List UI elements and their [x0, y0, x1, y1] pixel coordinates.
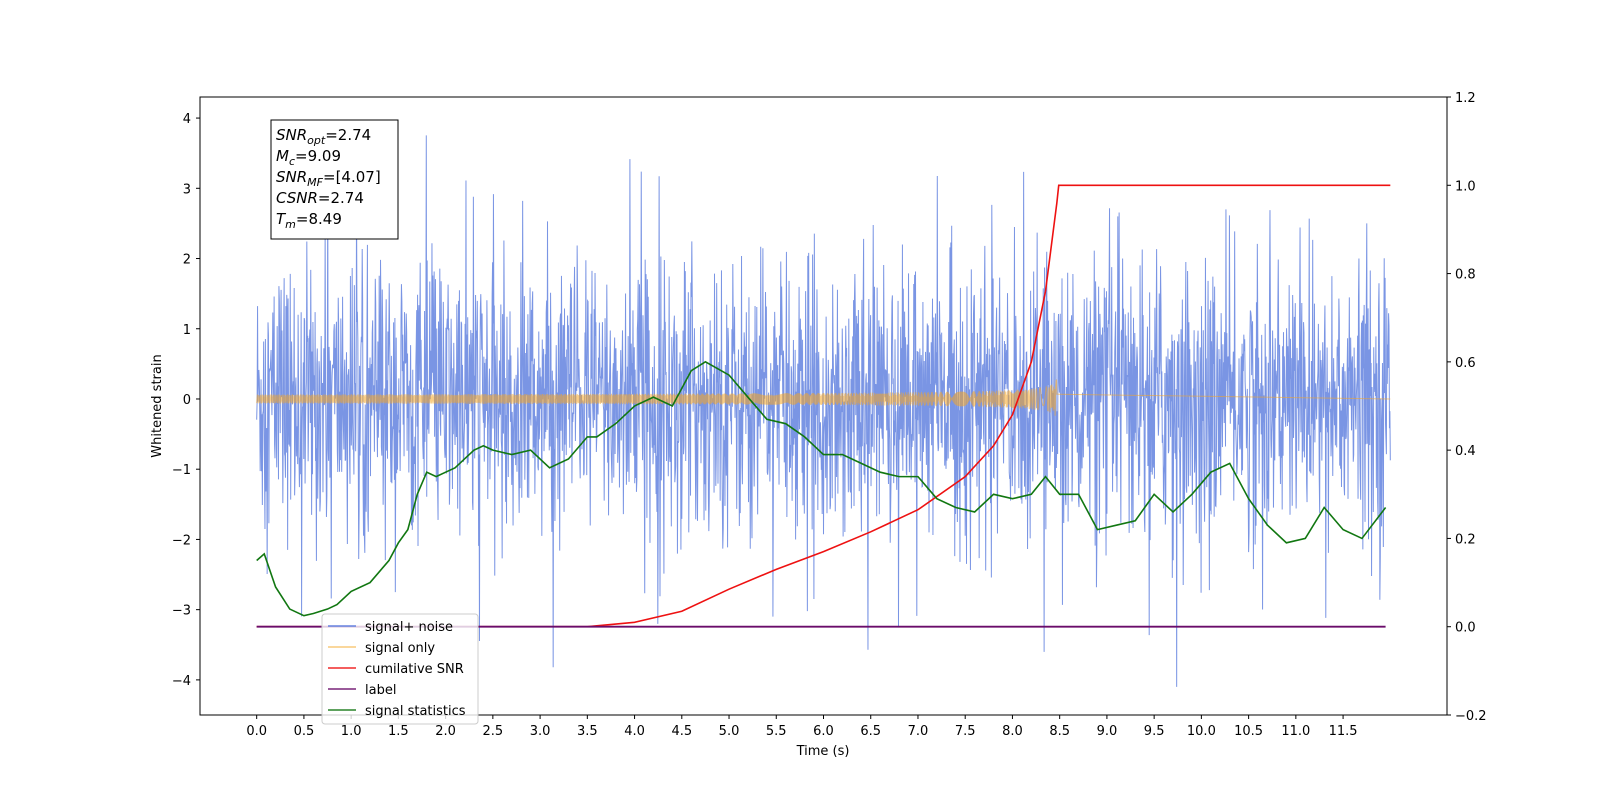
annotation-line: Mc=9.09 [276, 147, 341, 168]
y-tick-label: 3 [183, 182, 191, 197]
y-tick-label: −1 [172, 463, 191, 478]
y-axis-left: 4 3 2 1 0 −1 −2 −3 −4 [172, 112, 200, 689]
x-tick-label: 4.5 [671, 724, 692, 739]
x-tick-label: 8.5 [1049, 724, 1070, 739]
y-tick-label: −3 [172, 604, 191, 619]
y2-tick-label: 0.2 [1455, 532, 1476, 547]
x-tick-label: 3.5 [577, 724, 598, 739]
series-signal-plus-noise [256, 135, 1391, 687]
y-tick-label: −4 [172, 674, 191, 689]
x-tick-label: 10.0 [1187, 724, 1216, 739]
annotation-frame [270, 119, 399, 240]
series-cumilative-snr [256, 184, 1391, 628]
x-axis: 0.0 0.5 1.0 1.5 2.0 2.5 3.0 3.5 4.0 4.5 5.0 5.5 6.0 6… [246, 715, 1358, 739]
x-tick-label: 1.0 [341, 724, 362, 739]
y-axis-right: 1.2 1.0 0.8 0.6 0.4 0.2 0.0 −0.2 [1447, 91, 1487, 724]
legend-label: label [365, 683, 396, 698]
x-tick-label: 6.0 [813, 724, 834, 739]
x-tick-label: 9.5 [1144, 724, 1165, 739]
x-tick-label: 1.5 [388, 724, 409, 739]
x-tick-label: 5.5 [766, 724, 787, 739]
y2-tick-label: 0.6 [1455, 356, 1476, 371]
y2-tick-label: 0.8 [1455, 268, 1476, 283]
legend-label: signal only [365, 641, 435, 656]
y2-tick-label: 0.4 [1455, 444, 1476, 459]
legend-frame [321, 613, 479, 725]
x-tick-label: 9.0 [1097, 724, 1118, 739]
y2-tick-label: 1.2 [1455, 91, 1476, 106]
annotation-line: CSNR=2.74 [276, 189, 364, 207]
y2-tick-label: 0.0 [1455, 621, 1476, 636]
legend-label: cumilative SNR [365, 662, 464, 677]
y-tick-label: 2 [183, 253, 191, 268]
y-tick-label: 1 [183, 323, 191, 338]
x-tick-label: 0.5 [294, 724, 315, 739]
y2-tick-label: 1.0 [1455, 179, 1476, 194]
x-tick-label: 0.0 [246, 724, 267, 739]
y-tick-label: 0 [183, 393, 191, 408]
annotation-line: SNRMF=[4.07] [276, 168, 381, 189]
x-tick-label: 3.0 [530, 724, 551, 739]
x-tick-label: 2.0 [435, 724, 456, 739]
x-tick-label: 5.0 [719, 724, 740, 739]
annotation-line: SNRopt=2.74 [276, 126, 371, 147]
x-tick-label: 2.5 [483, 724, 504, 739]
x-tick-label: 11.0 [1281, 724, 1310, 739]
y-axis-label: Whitened strain [150, 354, 165, 457]
y-tick-label: −2 [172, 533, 191, 548]
x-tick-label: 6.5 [860, 724, 881, 739]
series-signal-statistics [256, 360, 1387, 617]
x-tick-label: 11.5 [1329, 724, 1358, 739]
legend-label: signal+ noise [365, 620, 453, 635]
x-tick-label: 7.5 [955, 724, 976, 739]
y-tick-label: 4 [183, 112, 191, 127]
legend: signal+ noise signal only cumilative SNR la… [321, 613, 479, 725]
annotation-line: Tm=8.49 [276, 210, 342, 231]
x-tick-label: 7.0 [908, 724, 929, 739]
x-tick-label: 4.0 [624, 724, 645, 739]
x-tick-label: 10.5 [1234, 724, 1263, 739]
x-axis-label: Time (s) [796, 744, 850, 759]
y2-tick-label: −0.2 [1455, 709, 1487, 724]
legend-label: signal statistics [365, 704, 466, 719]
x-tick-label: 8.0 [1002, 724, 1023, 739]
